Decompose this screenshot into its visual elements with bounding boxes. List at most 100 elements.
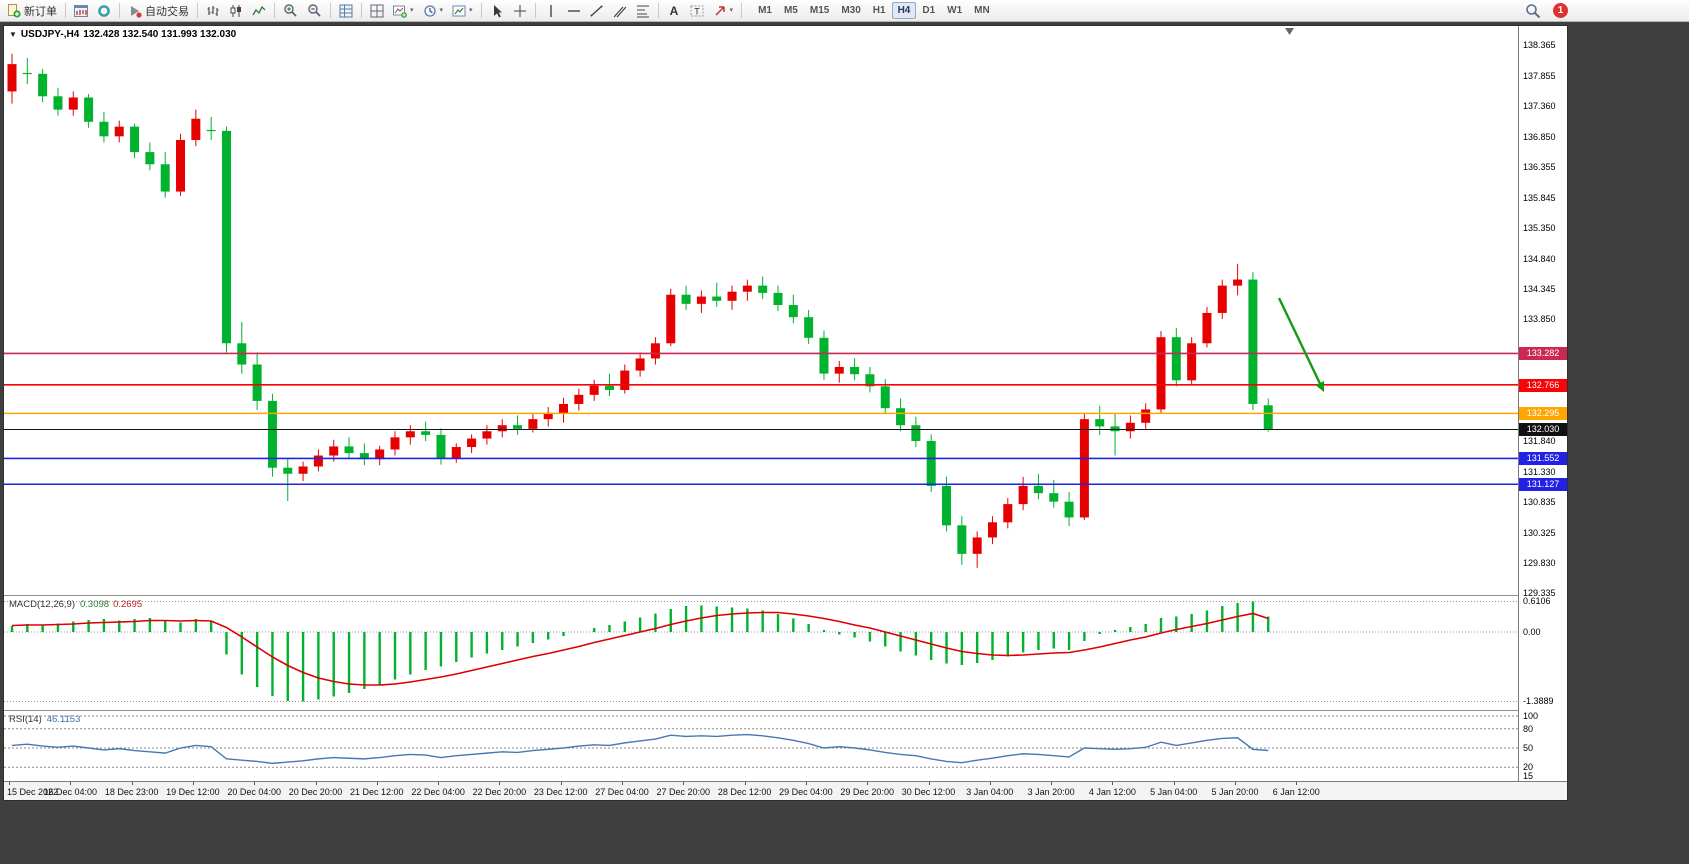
chart-symbol-period: USDJPY-,H4 xyxy=(20,29,80,40)
rsi-axis-label: 80 xyxy=(1523,723,1534,734)
tile-windows-button[interactable] xyxy=(366,1,388,21)
text-icon: A xyxy=(669,4,678,18)
price-tick-label: 134.840 xyxy=(1523,253,1556,264)
time-label: 23 Dec 12:00 xyxy=(533,787,588,797)
time-tick xyxy=(1296,782,1298,785)
pane-separator[interactable] xyxy=(4,595,1567,596)
templates-icon xyxy=(452,5,466,16)
price-tick-label: 130.835 xyxy=(1523,496,1556,507)
timeframe-m1-button[interactable]: M1 xyxy=(758,5,772,16)
toolbar-separator xyxy=(741,3,743,18)
text-label-icon: T xyxy=(690,5,704,16)
time-label: 20 Dec 20:00 xyxy=(288,787,343,797)
time-tick xyxy=(928,782,930,785)
time-tick xyxy=(131,782,133,785)
timeframe-m30-button[interactable]: M30 xyxy=(841,5,861,16)
chart-canvas[interactable] xyxy=(4,26,1518,595)
time-label: 18 Dec 23:00 xyxy=(104,787,159,797)
new-chart-button[interactable]: ▾ xyxy=(389,1,418,21)
time-tick xyxy=(254,782,256,785)
auto-trading-button[interactable]: 自动交易 xyxy=(124,1,193,21)
horizontal-line-tool-button[interactable] xyxy=(563,1,585,21)
chart-title: ▼ USDJPY-,H4 132.428 132.540 131.993 132… xyxy=(9,29,236,40)
time-tick xyxy=(867,782,869,785)
svg-text:T: T xyxy=(694,6,700,16)
toolbar-separator xyxy=(274,3,275,18)
time-tick xyxy=(499,782,501,785)
zoom-in-button[interactable] xyxy=(279,1,302,21)
macd-label: MACD(12,26,9) 0.3098 0.2695 xyxy=(9,599,142,610)
auto-trading-label: 自动交易 xyxy=(145,5,189,18)
time-axis[interactable]: 15 Dec 2022 16 Dec 04:00 18 Dec 23:00 19 De… xyxy=(4,781,1567,800)
one-click-trading-toggle[interactable]: ▼ xyxy=(9,30,17,39)
horizontal-line-objects[interactable] xyxy=(4,352,1518,486)
macd-signal-value: 0.2695 xyxy=(113,599,143,610)
timeframe-w1-button[interactable]: W1 xyxy=(947,5,963,16)
crosshair-tool-button[interactable] xyxy=(509,1,531,21)
trend-arrow[interactable] xyxy=(1277,297,1325,392)
tile-windows-icon xyxy=(370,4,384,17)
timeframe-mn-button[interactable]: MN xyxy=(974,5,990,16)
rsi-value: 46.1153 xyxy=(46,714,81,725)
macd-signal-line xyxy=(11,611,1269,686)
pane-separator[interactable] xyxy=(4,710,1567,711)
new-order-label: 新订单 xyxy=(24,5,57,18)
toolbar-right-group: 1 xyxy=(1525,3,1568,19)
candlestick-chart-button[interactable] xyxy=(225,1,247,21)
time-tick xyxy=(1173,782,1175,785)
macd-main-value: 0.3098 xyxy=(80,599,110,610)
text-tool-button[interactable]: A xyxy=(663,1,685,21)
vertical-line-tool-button[interactable] xyxy=(540,1,562,21)
trendline-tool-button[interactable] xyxy=(586,1,608,21)
market-watch-button[interactable] xyxy=(93,1,115,21)
search-icon[interactable] xyxy=(1525,3,1541,19)
price-tick-label: 131.840 xyxy=(1523,435,1556,446)
timeframe-d1-button[interactable]: D1 xyxy=(922,5,936,16)
timeframe-m5-button[interactable]: M5 xyxy=(783,5,798,16)
candlestick-series xyxy=(7,53,1273,568)
indicator-list-button[interactable] xyxy=(335,1,357,21)
periods-button[interactable]: ▾ xyxy=(419,1,448,21)
timeframe-h1-button[interactable]: H1 xyxy=(872,5,886,16)
price-line-badge: 133.282 xyxy=(1519,347,1567,361)
price-axis[interactable]: 138.365 137.855 137.360 136.850 136.355 135.8… xyxy=(1518,26,1567,781)
cursor-icon xyxy=(493,4,502,17)
charts-icon xyxy=(74,4,88,17)
bar-chart-icon xyxy=(207,5,219,16)
time-label: 5 Jan 04:00 xyxy=(1150,787,1198,797)
timeframe-h4-button[interactable]: H4 xyxy=(891,2,917,19)
time-tick xyxy=(1112,782,1114,785)
channel-tool-button[interactable] xyxy=(609,1,631,21)
cursor-tool-button[interactable] xyxy=(486,1,508,21)
charts-button[interactable] xyxy=(70,1,92,21)
timeframe-m15-button[interactable]: M15 xyxy=(809,5,830,16)
zoom-out-button[interactable] xyxy=(303,1,326,21)
macd-pane[interactable] xyxy=(4,596,1518,710)
price-tick-label: 135.845 xyxy=(1523,192,1556,203)
toolbar-separator xyxy=(197,3,198,18)
time-label: 29 Dec 20:00 xyxy=(840,787,894,797)
time-label: 6 Jan 12:00 xyxy=(1272,787,1320,797)
time-label: 16 Dec 04:00 xyxy=(43,787,98,797)
timeframe-toolbar: M1 M5 M15 M30 H1 H4 D1 W1 MN xyxy=(752,2,996,19)
macd-axis-label: 0.00 xyxy=(1523,627,1541,637)
fibonacci-tool-button[interactable] xyxy=(632,1,654,21)
price-tick-label: 131.330 xyxy=(1523,466,1556,477)
crosshair-icon xyxy=(513,4,526,17)
chart-shift-marker[interactable] xyxy=(1285,28,1294,35)
new-order-button[interactable]: 新订单 xyxy=(3,1,61,21)
time-label: 22 Dec 20:00 xyxy=(472,787,527,797)
notification-badge[interactable]: 1 xyxy=(1553,3,1568,18)
time-tick xyxy=(560,782,562,785)
zoom-out-icon xyxy=(308,4,321,17)
text-label-tool-button[interactable]: T xyxy=(686,1,708,21)
rsi-pane[interactable] xyxy=(4,711,1518,781)
chart-window: ▼ USDJPY-,H4 132.428 132.540 131.993 132… xyxy=(3,25,1568,801)
rsi-axis-label: 20 xyxy=(1523,762,1534,773)
bar-chart-button[interactable] xyxy=(202,1,224,21)
arrows-tool-button[interactable]: ▾ xyxy=(709,1,738,21)
time-label: 3 Jan 20:00 xyxy=(1027,787,1075,797)
line-chart-button[interactable] xyxy=(248,1,270,21)
price-line-badge: 131.127 xyxy=(1519,478,1567,492)
templates-button[interactable]: ▾ xyxy=(448,1,477,21)
